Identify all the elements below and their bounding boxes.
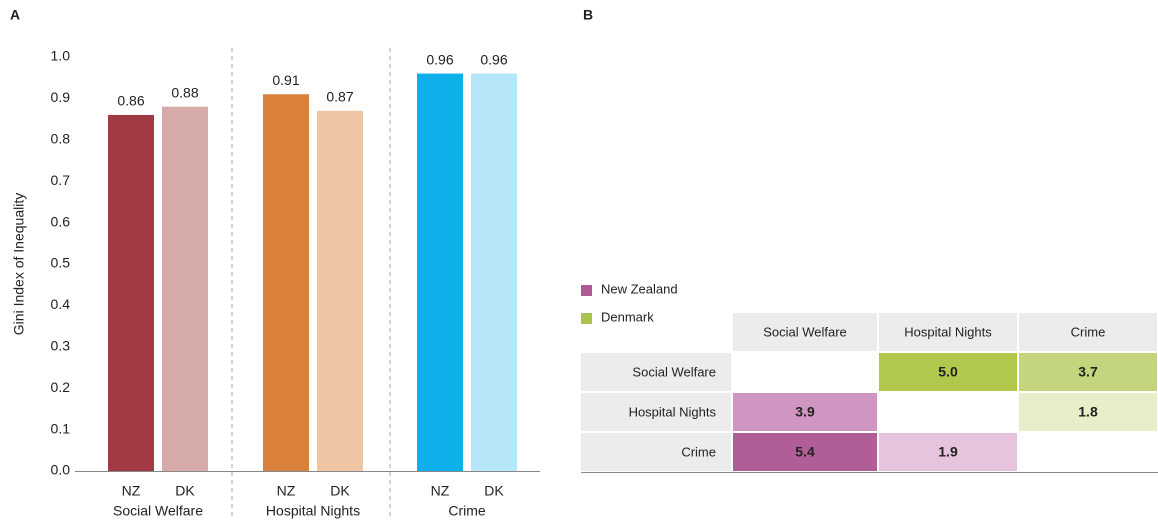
cell-value: 1.9 [938, 444, 958, 460]
panel-label: B [583, 7, 593, 23]
y-tick-label: 0.6 [51, 213, 71, 229]
cell [733, 393, 877, 431]
column-header: Social Welfare [763, 324, 847, 339]
x-tick-label: NZ [277, 483, 296, 499]
x-tick-label: DK [175, 483, 195, 499]
x-tick-label: DK [484, 483, 504, 499]
y-tick-label: 0.2 [51, 379, 71, 395]
legend-label: Denmark [601, 309, 654, 324]
y-tick-label: 0.3 [51, 338, 71, 354]
panel-label: A [10, 7, 20, 23]
value-label: 0.91 [272, 72, 299, 88]
column-header: Hospital Nights [904, 324, 992, 339]
y-tick-label: 1.0 [51, 48, 71, 64]
value-label: 0.87 [326, 89, 353, 105]
value-label: 0.96 [480, 51, 507, 67]
group-label: Hospital Nights [266, 503, 360, 519]
y-axis-title: Gini Index of Inequality [11, 193, 27, 335]
group-label: Crime [448, 503, 486, 519]
legend-swatch [581, 313, 592, 324]
row-header-cell [581, 433, 731, 471]
bar [317, 110, 363, 471]
cell-value: 5.4 [795, 444, 815, 460]
group-label: Social Welfare [113, 503, 203, 519]
legend-label: New Zealand [601, 281, 678, 296]
cell [879, 433, 1017, 471]
bar [162, 106, 208, 472]
y-tick-label: 0.8 [51, 131, 71, 147]
bar [263, 94, 309, 471]
x-tick-label: NZ [431, 483, 450, 499]
value-label: 0.88 [171, 84, 198, 100]
x-tick-label: DK [330, 483, 350, 499]
cell-value: 3.7 [1078, 364, 1098, 380]
y-tick-label: 0.1 [51, 420, 71, 436]
row-header-cell [581, 393, 731, 431]
header-cell [1019, 313, 1157, 351]
y-tick-label: 0.7 [51, 172, 71, 188]
value-label: 0.86 [117, 93, 144, 109]
row-header: Social Welfare [632, 364, 716, 379]
cell-value: 5.0 [938, 364, 958, 380]
row-header-cell [581, 353, 731, 391]
cell [733, 433, 877, 471]
legend-swatch [581, 285, 592, 296]
header-cell [879, 313, 1017, 351]
cell [879, 353, 1017, 391]
row-header: Crime [681, 444, 716, 459]
cell [1019, 393, 1157, 431]
y-tick-label: 0.4 [51, 296, 71, 312]
column-header: Crime [1071, 324, 1106, 339]
x-tick-label: NZ [122, 483, 141, 499]
cell-value: 1.8 [1078, 404, 1098, 420]
y-tick-label: 0.9 [51, 89, 71, 105]
value-label: 0.96 [426, 51, 453, 67]
cell-value: 3.9 [795, 404, 815, 420]
row-header: Hospital Nights [629, 404, 717, 419]
bar [471, 73, 517, 471]
y-tick-label: 0.5 [51, 255, 71, 271]
bar [417, 73, 463, 471]
header-cell [733, 313, 877, 351]
bar [108, 114, 154, 472]
y-tick-label: 0.0 [51, 462, 71, 478]
cell [1019, 353, 1157, 391]
